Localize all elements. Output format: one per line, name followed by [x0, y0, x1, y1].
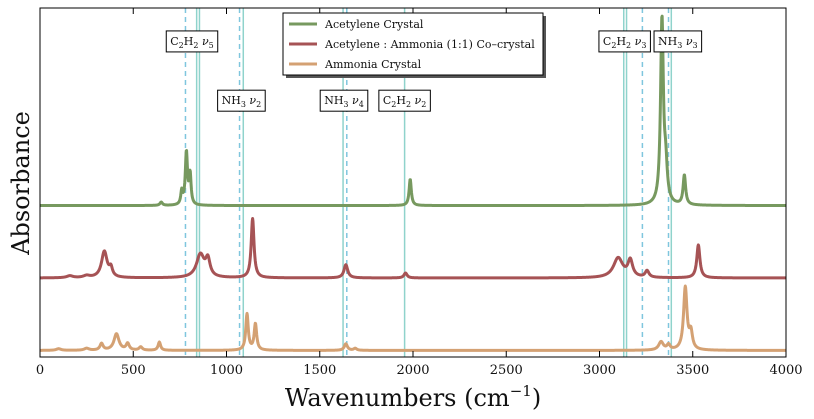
x-tick-label: 4000	[769, 363, 802, 378]
x-tick-label: 500	[121, 363, 146, 378]
series-line-ammonia	[38, 284, 788, 352]
series-line-acetylene	[38, 14, 788, 208]
x-tick-label: 3000	[583, 363, 616, 378]
annotation-label: NH3 ν2	[222, 94, 262, 109]
annotation-3: NH3 ν4	[319, 89, 369, 112]
annotation-box	[165, 30, 219, 53]
legend: Acetylene Crystal Acetylene : Ammonia (1:…	[282, 12, 546, 78]
annotation-label: C2H2 ν2	[383, 94, 426, 109]
legend-label-acetylene: Acetylene Crystal	[324, 18, 424, 31]
x-tick-label: 0	[36, 363, 44, 378]
legend-label-cocrystal: Acetylene : Ammonia (1:1) Co–crystal	[324, 38, 535, 51]
annotation-box	[598, 30, 651, 53]
annotation-6: NH3 ν3	[653, 30, 703, 53]
annotation-label: C2H2 ν5	[170, 35, 213, 50]
annotation-label: NH3 ν4	[324, 94, 364, 109]
annotation-4: C2H2 ν2	[378, 89, 431, 112]
x-axis-ticks: 0 500 1000 1500 2000 2500 3000 3500 4000	[36, 8, 803, 378]
series-line-cocrystal	[38, 216, 788, 280]
x-axis-title-exponent: −1	[510, 382, 532, 400]
x-tick-label: 2500	[490, 363, 523, 378]
x-tick-label: 1000	[210, 363, 243, 378]
annotation-2: NH3 ν2	[217, 89, 266, 112]
x-axis-title: Wavenumbers (cm−1)	[285, 382, 541, 412]
x-tick-label: 2000	[396, 363, 429, 378]
annotation-label: NH3 ν3	[658, 35, 698, 50]
x-axis-title-close: )	[532, 384, 541, 412]
legend-box	[282, 12, 544, 76]
annotation-box	[217, 89, 266, 112]
annotation-1: C2H2 ν5	[165, 30, 219, 53]
series-lines	[38, 14, 788, 352]
annotation-5: C2H2 ν3	[598, 30, 651, 53]
x-tick-label: 1500	[303, 363, 336, 378]
annotation-box	[378, 89, 431, 112]
x-axis-title-text: Wavenumbers (cm	[285, 384, 510, 412]
annotation-box	[653, 30, 703, 53]
band-annotations: C2H2 ν5 NH3 ν2 NH3 ν4 C2H2 ν2 C2H2 ν3 NH3 ν3	[165, 30, 703, 112]
legend-label-ammonia: Ammonia Crystal	[324, 58, 422, 71]
y-axis-title: Absorbance	[7, 111, 35, 256]
annotation-label: C2H2 ν3	[603, 35, 646, 50]
annotation-box	[319, 89, 369, 112]
x-tick-label: 3500	[676, 363, 709, 378]
